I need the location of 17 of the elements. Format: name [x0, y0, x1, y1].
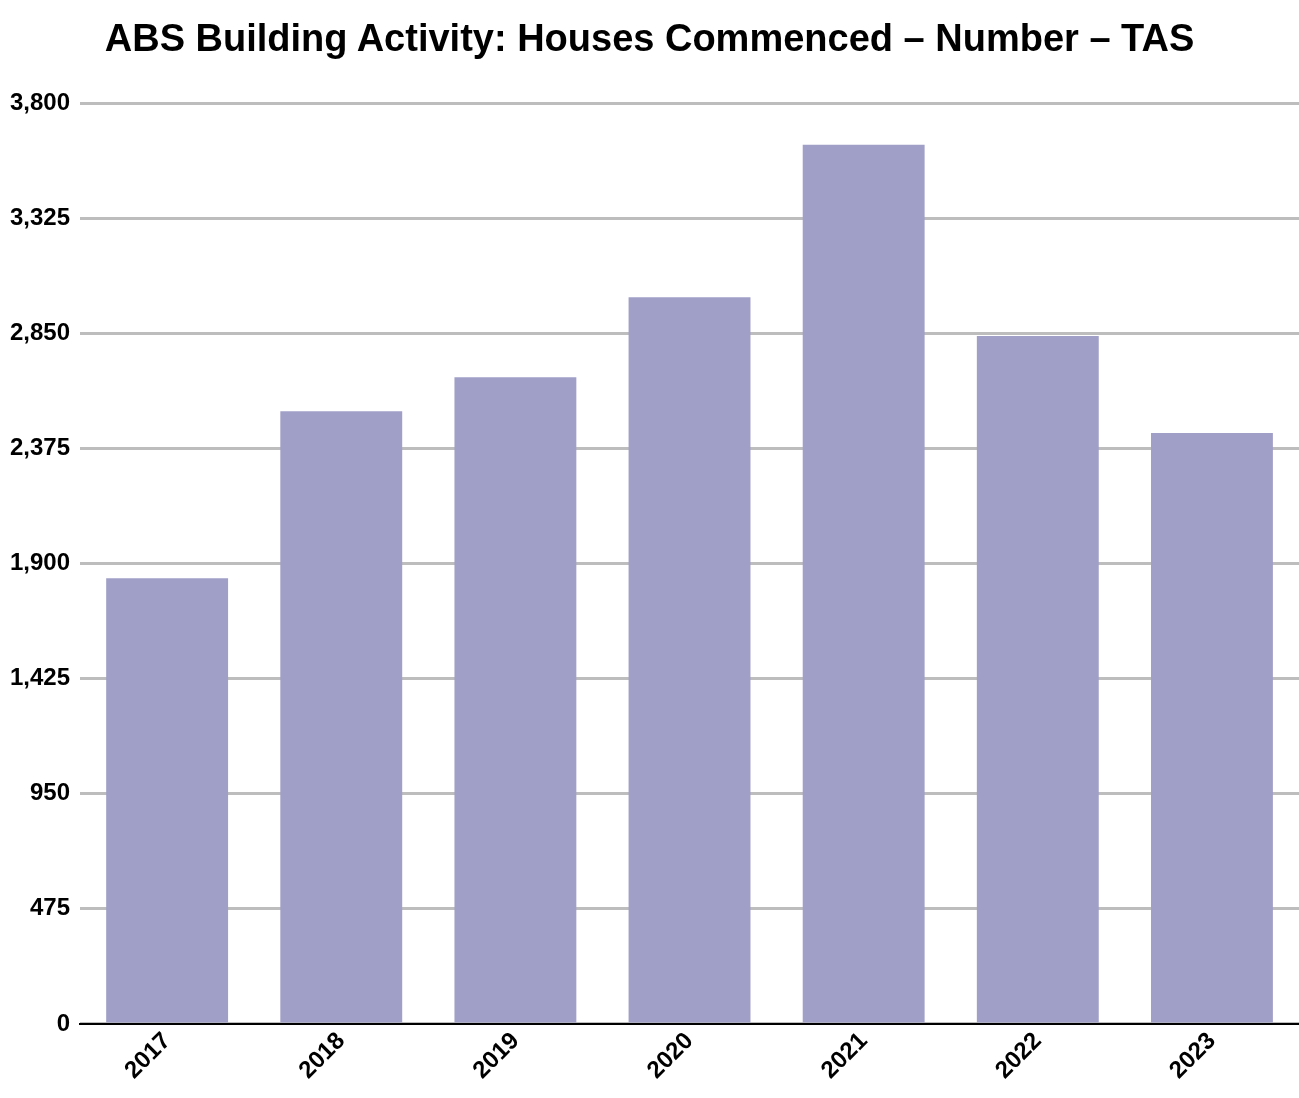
y-tick-label: 0 [56, 1008, 71, 1036]
y-tick-label: 950 [30, 778, 71, 806]
bar [802, 144, 925, 1023]
bar [106, 578, 229, 1023]
bar [1150, 432, 1273, 1023]
bar [280, 411, 403, 1023]
bar [628, 297, 751, 1023]
bar [976, 336, 1099, 1023]
y-tick-label: 1,425 [10, 663, 71, 691]
bar [454, 377, 577, 1023]
y-tick-label: 2,850 [10, 318, 71, 346]
y-tick-label: 3,800 [10, 88, 71, 116]
y-tick-label: 475 [30, 893, 71, 921]
y-tick-label: 3,325 [10, 203, 71, 231]
y-tick-label: 2,375 [10, 433, 71, 461]
y-tick-label: 1,900 [10, 548, 71, 576]
chart-title: ABS Building Activity: Houses Commenced – Number – TAS [104, 17, 1195, 60]
